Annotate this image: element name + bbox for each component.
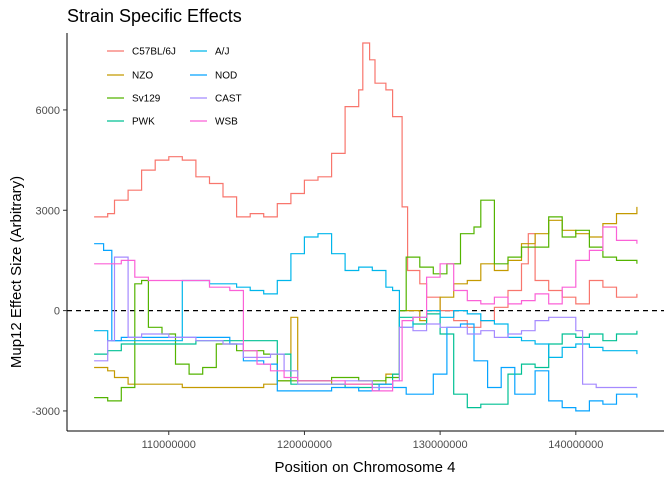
y-axis-title: Mup12 Effect Size (Arbitrary) [8,176,25,368]
series-line-c57bl-6j [94,42,638,328]
y-tick-label: 6000 [36,105,60,117]
legend-label-a-j: A/J [215,47,229,58]
plot-area: -3000 0 3000 6000 110000000 120000000 13000000… [32,33,664,451]
x-tick-label: 120000000 [277,439,332,451]
chart-title: Strain Specific Effects [67,6,242,26]
legend-label-sv129: Sv129 [132,94,161,105]
x-tick-label: 140000000 [548,439,603,451]
legend-label-nod: NOD [215,71,237,82]
legend-label-cast: CAST [215,94,242,105]
series-line-a-j [94,233,638,358]
legend-label-pwk: PWK [132,117,155,128]
series-line-wsb [94,226,638,392]
legend-label-nzo: NZO [132,71,153,82]
x-tick-label: 130000000 [413,439,468,451]
series-line-cast [94,256,637,389]
legend-label-c57bl-6j: C57BL/6J [132,47,176,58]
y-tick-label: 3000 [36,205,60,217]
y-tick-label: -3000 [32,406,60,418]
legend-label-wsb: WSB [215,117,238,128]
x-tick-label: 110000000 [142,439,196,451]
series-line-nod [94,243,638,412]
y-tick-label: 0 [54,306,60,318]
x-axis-title: Position on Chromosome 4 [275,459,456,476]
series-line-sv129 [94,199,638,402]
